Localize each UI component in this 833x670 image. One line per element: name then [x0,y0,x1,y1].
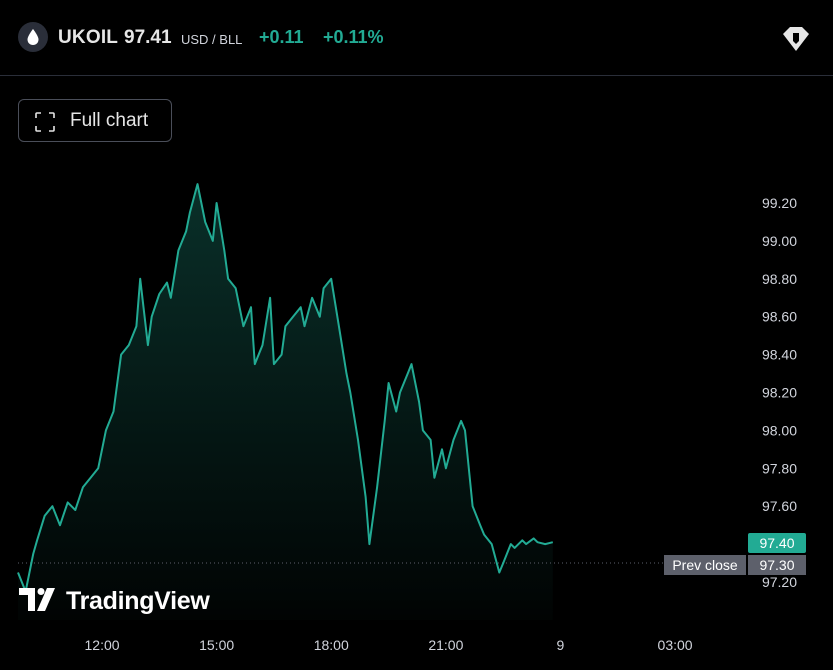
y-tick-label: 99.00 [762,233,797,249]
y-tick-label: 97.80 [762,460,797,476]
x-tick-label: 18:00 [314,637,349,653]
y-tick-label: 98.20 [762,385,797,401]
oil-drop-icon [18,22,48,52]
x-tick-label: 03:00 [658,637,693,653]
x-tick-label: 15:00 [199,637,234,653]
tradingview-diamond-icon[interactable] [780,23,812,55]
price-unit: USD / BLL [181,32,243,47]
symbol-name[interactable]: UKOIL [58,27,119,48]
y-tick-label: 97.20 [762,574,797,590]
full-chart-label: Full chart [70,110,149,131]
price-area-fill [18,184,553,620]
prev-close-value: 97.30 [748,555,806,575]
price-change-percent: +0.11% [323,27,384,47]
y-tick-label: 98.40 [762,347,797,363]
x-tick-label: 9 [557,637,565,653]
symbol-header: UKOIL 97.41 USD / BLL +0.11 +0.11% [0,0,833,76]
y-tick-label: 97.60 [762,498,797,514]
y-tick-label: 98.00 [762,422,797,438]
y-tick-label: 98.80 [762,271,797,287]
tradingview-watermark: TradingView [66,587,210,615]
last-price: 97.41 [124,27,172,48]
y-tick-label: 99.20 [762,195,797,211]
y-tick-label: 98.60 [762,309,797,325]
last-price-tag: 97.40 [748,533,806,553]
prev-close-label: Prev close [664,555,746,575]
tradingview-logo-icon [19,588,55,611]
x-tick-label: 21:00 [428,637,463,653]
price-change: +0.11 [259,27,304,47]
fullscreen-icon [35,112,55,132]
x-tick-label: 12:00 [85,637,120,653]
price-line [17,183,554,593]
full-chart-button[interactable]: Full chart [18,99,172,142]
